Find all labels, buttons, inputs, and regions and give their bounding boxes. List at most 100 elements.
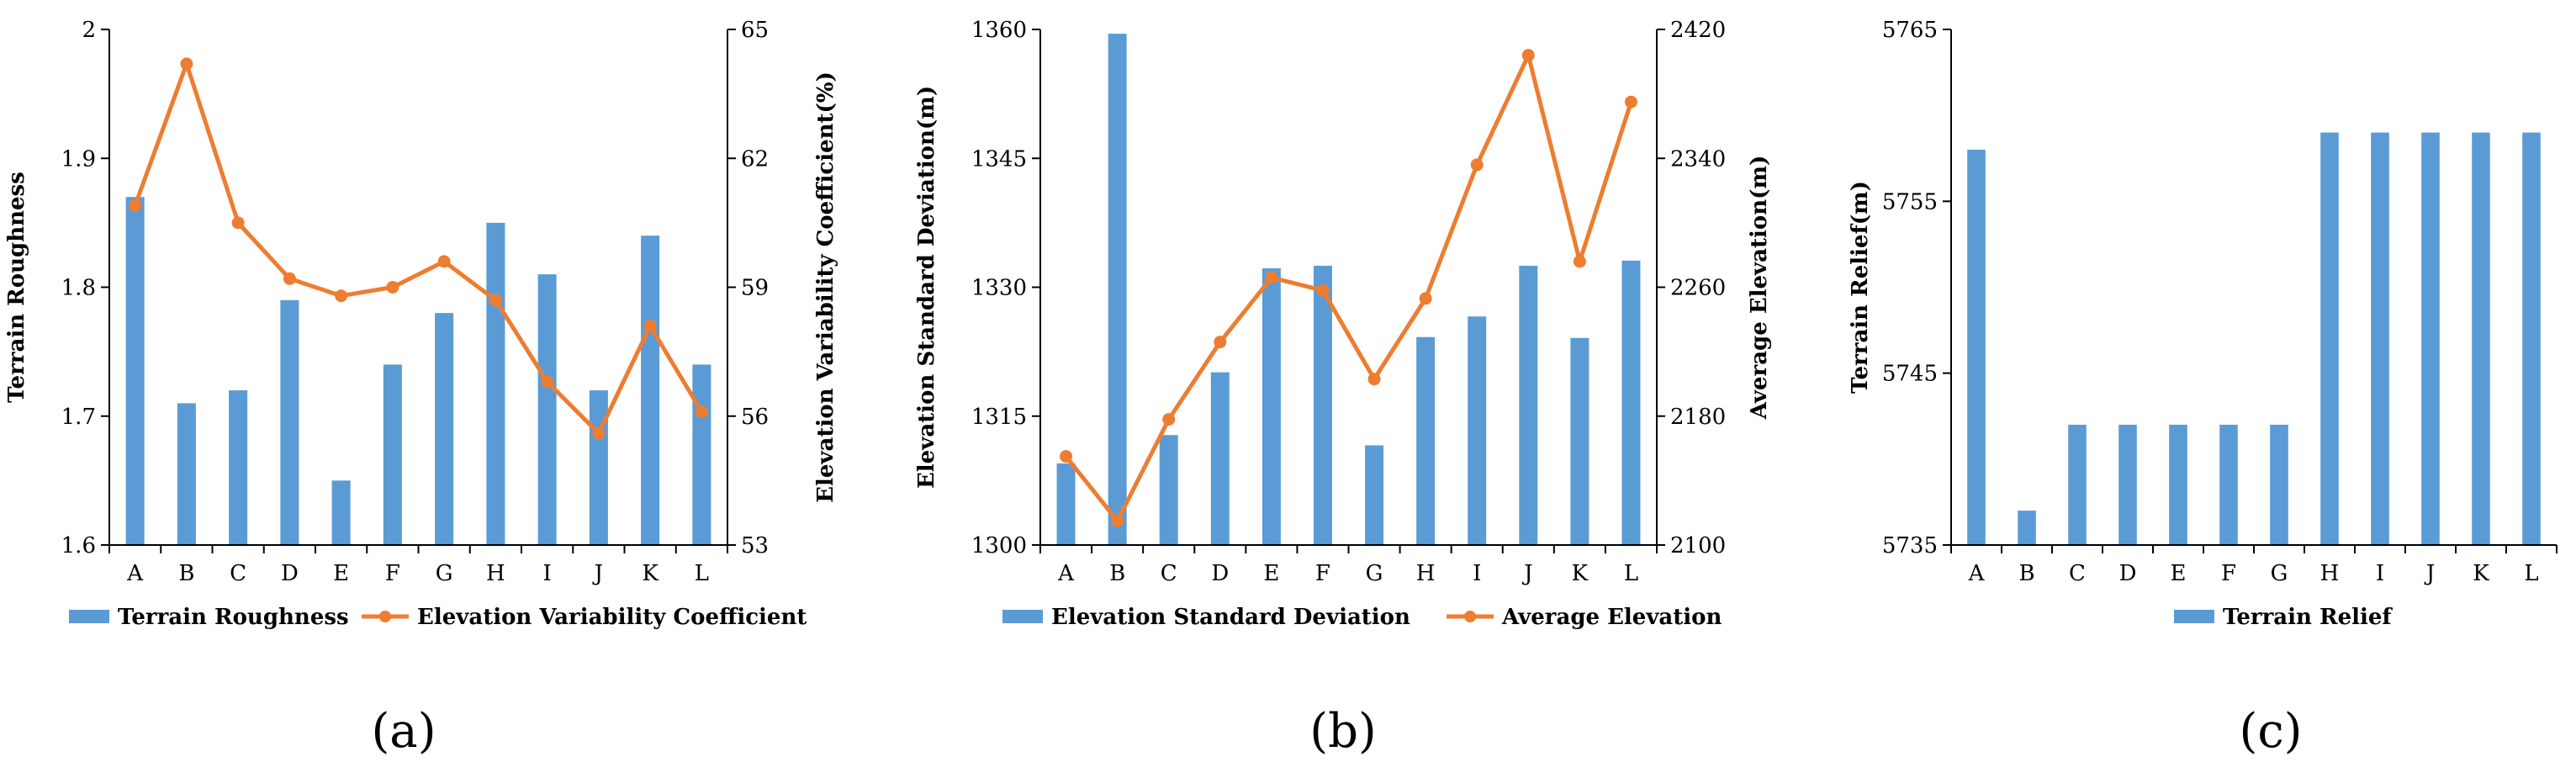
bar-g	[435, 313, 454, 545]
x-tick-label: F	[1315, 561, 1330, 586]
bar-i	[1468, 316, 1487, 545]
bar-series	[1056, 34, 1641, 545]
bar-c	[1159, 435, 1178, 545]
chart-panel-3: 5735 5745 5755 5765 A B C D E F G H I J K L Terrain Reli…	[1848, 18, 2557, 759]
bar-g	[2270, 424, 2288, 545]
x-tick-label: E	[333, 561, 349, 586]
legend: Terrain Roughness Elevation Variability C…	[69, 605, 807, 630]
bar-series	[125, 197, 711, 545]
bar-b	[177, 403, 196, 545]
legend-bar-swatch	[2174, 610, 2214, 623]
x-tick-label: C	[1161, 561, 1177, 586]
x-tick-label: L	[1624, 561, 1638, 586]
legend-line-label: Elevation Variability Coefficient	[417, 605, 807, 630]
bar-series	[1967, 132, 2541, 546]
line-point-l	[695, 405, 708, 419]
line-point-d	[283, 272, 296, 285]
x-tick-label: C	[2069, 561, 2086, 586]
line-point-d	[1214, 336, 1227, 349]
bar-a	[1967, 150, 1986, 546]
line-point-j	[592, 426, 606, 440]
line-point-c	[231, 216, 245, 230]
y-tick-label: 1345	[971, 146, 1027, 172]
bar-d	[1210, 372, 1230, 545]
x-tick-label: B	[2018, 561, 2034, 586]
legend-line-marker	[379, 611, 391, 622]
x-tick-label: L	[2524, 561, 2538, 586]
line-point-h	[489, 294, 502, 307]
y2-tick-label: 2260	[1670, 276, 1726, 301]
y2-axis-title: Average Elevation(m)	[1747, 156, 1772, 421]
y-tick-label: 5755	[1882, 189, 1938, 214]
bar-k	[641, 236, 660, 545]
y-tick-label: 1.9	[61, 146, 96, 172]
x-tick-label: I	[2376, 561, 2384, 586]
x-tick-label: A	[1057, 561, 1075, 586]
bar-h	[486, 222, 505, 545]
bar-i	[2371, 132, 2389, 545]
x-tick-label: K	[2473, 561, 2489, 586]
line-point-b	[1111, 514, 1124, 527]
bar-a	[125, 197, 145, 545]
y-axis-title: Terrain Relief(m)	[1848, 181, 1873, 394]
legend: Terrain Relief	[2174, 605, 2393, 630]
x-tick-label: D	[2119, 561, 2137, 586]
bar-f	[383, 364, 402, 545]
x-tick-label: J	[1521, 561, 1532, 586]
bar-h	[2320, 132, 2339, 545]
legend-bar-label: Terrain Roughness	[118, 605, 349, 630]
x-tick-label: F	[385, 561, 400, 586]
bar-e	[1262, 268, 1281, 545]
y-axis-title: Terrain Roughness	[4, 172, 29, 403]
x-tick-label: A	[126, 561, 144, 586]
line-point-b	[180, 57, 193, 71]
bar-b	[1108, 34, 1127, 545]
line-point-g	[437, 255, 451, 268]
bar-c	[2068, 424, 2087, 545]
bar-c	[229, 390, 248, 545]
y-tick-label: 5735	[1882, 533, 1938, 558]
bar-k	[1570, 337, 1590, 545]
x-tick-label: D	[281, 561, 299, 586]
bar-g	[1365, 445, 1384, 545]
bar-j	[1519, 265, 1538, 545]
bar-d	[280, 299, 299, 545]
line-series	[129, 57, 708, 440]
y-tick-label: 1330	[971, 276, 1027, 301]
x-tick-label: D	[1211, 561, 1229, 586]
y-tick-label: 1.8	[61, 276, 96, 301]
bar-e	[331, 480, 351, 545]
chart-panel-2: 1300 1315 1330 1345 1360 A B C D E F G H I J K L Elevatio…	[914, 18, 1772, 759]
line-point-i	[541, 375, 554, 389]
legend-bar-label: Terrain Relief	[2223, 605, 2393, 630]
bar-f	[2219, 424, 2238, 545]
y2-tick-label: 65	[741, 18, 769, 43]
y2-tick-label: 2340	[1670, 146, 1726, 172]
line-point-a	[1060, 450, 1073, 463]
y-tick-label: 2	[82, 18, 96, 43]
line-path	[1064, 53, 1633, 523]
x-tick-label: G	[436, 561, 453, 586]
bar-l	[692, 364, 711, 545]
panel-label: (c)	[2239, 704, 2302, 759]
y2-tick-label: 2420	[1670, 18, 1726, 43]
x-tick-label: C	[230, 561, 246, 586]
line-point-f	[386, 281, 399, 294]
y-tick-label: 1300	[971, 533, 1027, 558]
x-tick-label: G	[1366, 561, 1383, 586]
y-tick-label: 1315	[971, 405, 1027, 430]
x-tick-label: H	[486, 561, 505, 586]
line-point-g	[1367, 373, 1381, 386]
legend-line-marker	[1464, 611, 1476, 622]
line-series	[1060, 49, 1637, 527]
x-tick-label: K	[1572, 561, 1589, 586]
y-tick-label: 1.7	[61, 405, 96, 430]
bar-k	[2472, 132, 2490, 545]
chart-panel-1: 1.6 1.7 1.8 1.9 2 A B C D E F G H I J K L Terrain Roughne…	[4, 18, 838, 759]
line-point-j	[1521, 49, 1535, 62]
y2-tick-label: 59	[741, 276, 769, 301]
y-tick-label: 5765	[1882, 18, 1938, 43]
y2-tick-label: 2100	[1670, 533, 1726, 558]
bar-d	[2118, 424, 2137, 545]
line-point-h	[1419, 292, 1432, 305]
